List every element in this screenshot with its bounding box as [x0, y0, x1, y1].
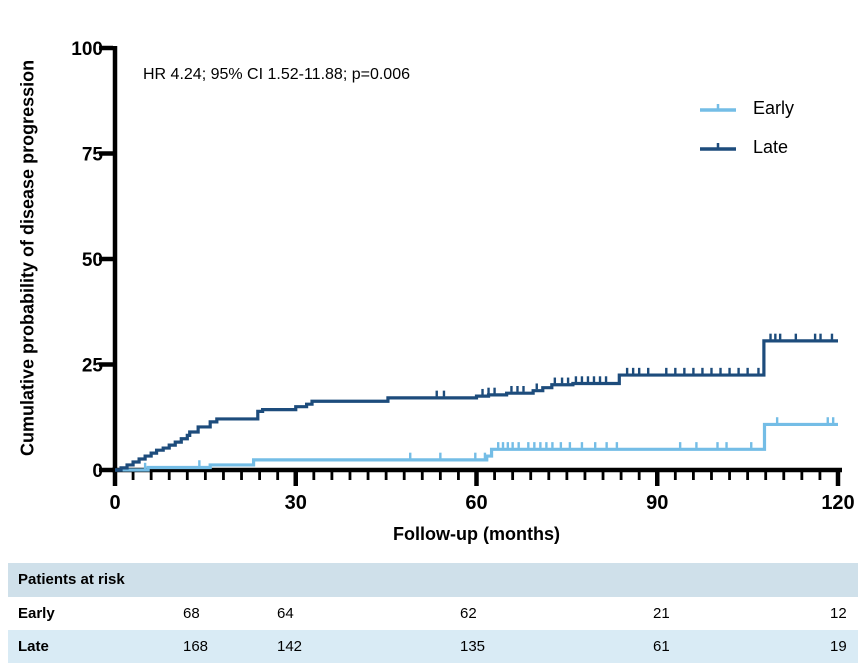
x-tick-label: 60 [465, 492, 487, 514]
legend-label-late: Late [753, 136, 789, 157]
risk-row-label: Early [18, 605, 55, 622]
legend-item-early: Early [698, 92, 794, 124]
late-curve [115, 339, 838, 472]
risk-count: 168 [183, 638, 209, 655]
y-tick-label: 100 [71, 39, 103, 60]
y-tick-label: 75 [82, 145, 104, 166]
x-tick-label: 0 [109, 492, 120, 514]
hr-annotation: HR 4.24; 95% CI 1.52-11.88; p=0.006 [143, 66, 410, 83]
risk-count: 135 [460, 638, 486, 655]
legend-item-late: Late [698, 131, 794, 163]
x-tick-label: 120 [821, 492, 854, 514]
early-line-swatch-icon [700, 104, 736, 112]
risk-count: 19 [830, 638, 847, 655]
y-tick-label: 25 [82, 356, 104, 377]
risk-row-late: Late 168 142 135 61 19 [8, 630, 858, 663]
x-axis-title: Follow-up (months) [393, 524, 560, 544]
risk-count: 62 [460, 605, 477, 622]
legend: Early Late [698, 92, 794, 170]
risk-count: 61 [653, 638, 670, 655]
patients-at-risk-table: Patients at risk Early 68 64 62 21 12 La… [8, 563, 858, 663]
risk-table-title: Patients at risk [8, 563, 858, 597]
legend-label-early: Early [753, 97, 795, 118]
early-curve [115, 422, 838, 472]
risk-count: 12 [830, 605, 847, 622]
y-axis-title: Cumulative probability of disease progre… [17, 59, 38, 457]
risk-count: 64 [277, 605, 294, 622]
risk-count: 142 [277, 638, 303, 655]
late-line-swatch-icon [700, 143, 736, 151]
km-chart: 0 25 50 75 100 0 30 60 90 120 Cumulative probabil… [17, 39, 855, 544]
risk-count: 21 [653, 605, 670, 622]
risk-row-label: Late [18, 638, 49, 655]
y-tick-label: 50 [82, 250, 103, 271]
x-tick-label: 30 [285, 492, 307, 514]
y-tick-label: 0 [92, 461, 103, 482]
risk-row-early: Early 68 64 62 21 12 [8, 597, 858, 630]
risk-count: 68 [183, 605, 200, 622]
x-tick-label: 90 [646, 492, 668, 514]
plot-canvas: 0 25 50 75 100 0 30 60 90 120 [71, 39, 854, 514]
